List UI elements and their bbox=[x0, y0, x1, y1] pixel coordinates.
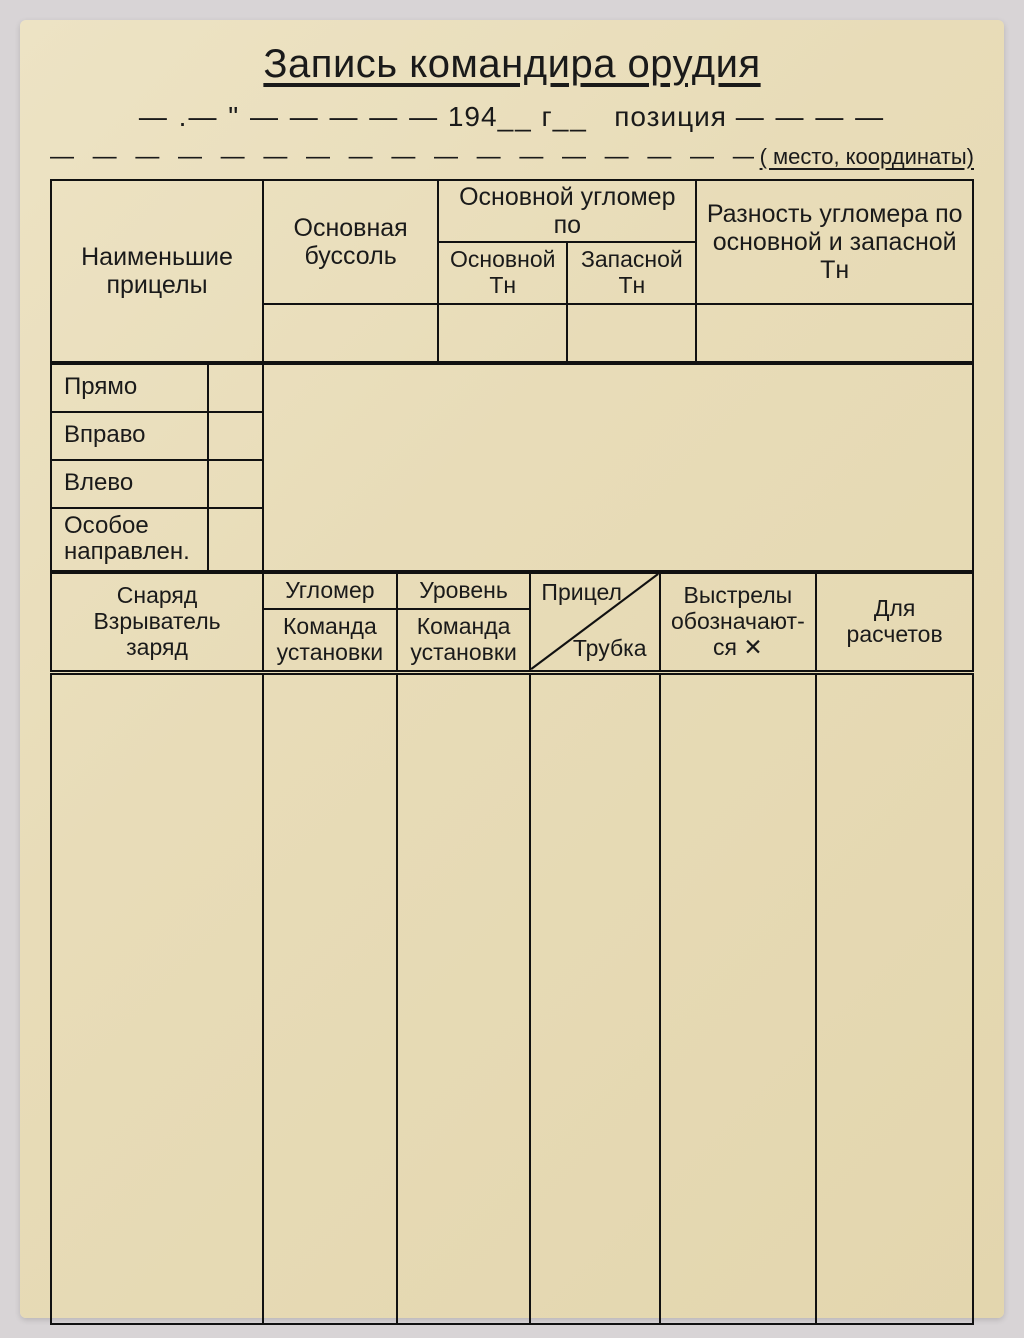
date-dashes: — .— " — — — — — bbox=[139, 101, 439, 132]
hdr-for-calc: Для расчетов bbox=[816, 573, 973, 672]
dir-special-val bbox=[208, 508, 263, 572]
cell-bussol-value bbox=[263, 304, 438, 362]
coords-label: ( место, координаты) bbox=[754, 144, 974, 170]
dir-straight: Прямо bbox=[51, 364, 208, 412]
year-suffix: г bbox=[542, 101, 553, 132]
trailing-dashes: — — — — bbox=[736, 101, 885, 132]
hdr-cmd-set-1: Команда установки bbox=[263, 609, 397, 672]
log-c5 bbox=[660, 672, 817, 1324]
cell-diff-value bbox=[696, 304, 973, 362]
notes-area bbox=[263, 364, 973, 572]
cell-main-tn-value bbox=[438, 304, 567, 362]
dir-right: Вправо bbox=[51, 412, 208, 460]
hdr-shell-fuse-charge: Снаряд Взрыватель заряд bbox=[51, 573, 263, 672]
dir-straight-val bbox=[208, 364, 263, 412]
date-position-line: — .— " — — — — — 194__ г__ позиция — — —… bbox=[50, 101, 974, 133]
hdr-uroven: Уровень bbox=[397, 573, 531, 609]
section-b-table: Прямо Вправо Влево Особое направлен. bbox=[50, 363, 974, 573]
dir-special: Особое направлен. bbox=[51, 508, 208, 572]
section-c-table: Снаряд Взрыватель заряд Угломер Уровень … bbox=[50, 572, 974, 1324]
log-c1 bbox=[51, 672, 263, 1324]
hdr-main-tn: Основной Тн bbox=[438, 242, 567, 304]
hdr-cmd-set-2: Команда установки bbox=[397, 609, 531, 672]
hdr-spare-tn: Запасной Тн bbox=[567, 242, 696, 304]
log-c4 bbox=[530, 672, 659, 1324]
coords-line: — — — — — — — — — — — — — — — — — ( мест… bbox=[50, 143, 974, 171]
log-row bbox=[51, 672, 973, 1324]
dir-left: Влево bbox=[51, 460, 208, 508]
hdr-main-bussol: Основная буссоль bbox=[263, 180, 438, 304]
log-c6 bbox=[816, 672, 973, 1324]
dir-left-val bbox=[208, 460, 263, 508]
hdr-main-uglomer: Основной угломер по bbox=[438, 180, 696, 242]
diag-bot: Трубка bbox=[573, 636, 647, 662]
diag-top: Прицел bbox=[541, 580, 622, 606]
hdr-pricel-trubka: Прицел Трубка bbox=[530, 573, 659, 672]
hdr-uglomer: Угломер bbox=[263, 573, 397, 609]
card-title: Запись командира орудия bbox=[50, 42, 974, 87]
hdr-min-sights: Наименьшие прицелы bbox=[51, 180, 263, 362]
record-card: Запись командира орудия — .— " — — — — —… bbox=[20, 20, 1004, 1318]
hdr-diff-uglomer: Разность угломера по основной и запасной… bbox=[696, 180, 973, 304]
year-fragment: 194 bbox=[448, 101, 498, 132]
position-label: позиция bbox=[614, 101, 727, 132]
dir-right-val bbox=[208, 412, 263, 460]
log-c2 bbox=[263, 672, 397, 1324]
log-c3 bbox=[397, 672, 531, 1324]
hdr-shots-marked: Выстрелы обозначают­ся ✕ bbox=[660, 573, 817, 672]
section-a-table: Наименьшие прицелы Основная буссоль Осно… bbox=[50, 179, 974, 363]
cell-spare-tn-value bbox=[567, 304, 696, 362]
